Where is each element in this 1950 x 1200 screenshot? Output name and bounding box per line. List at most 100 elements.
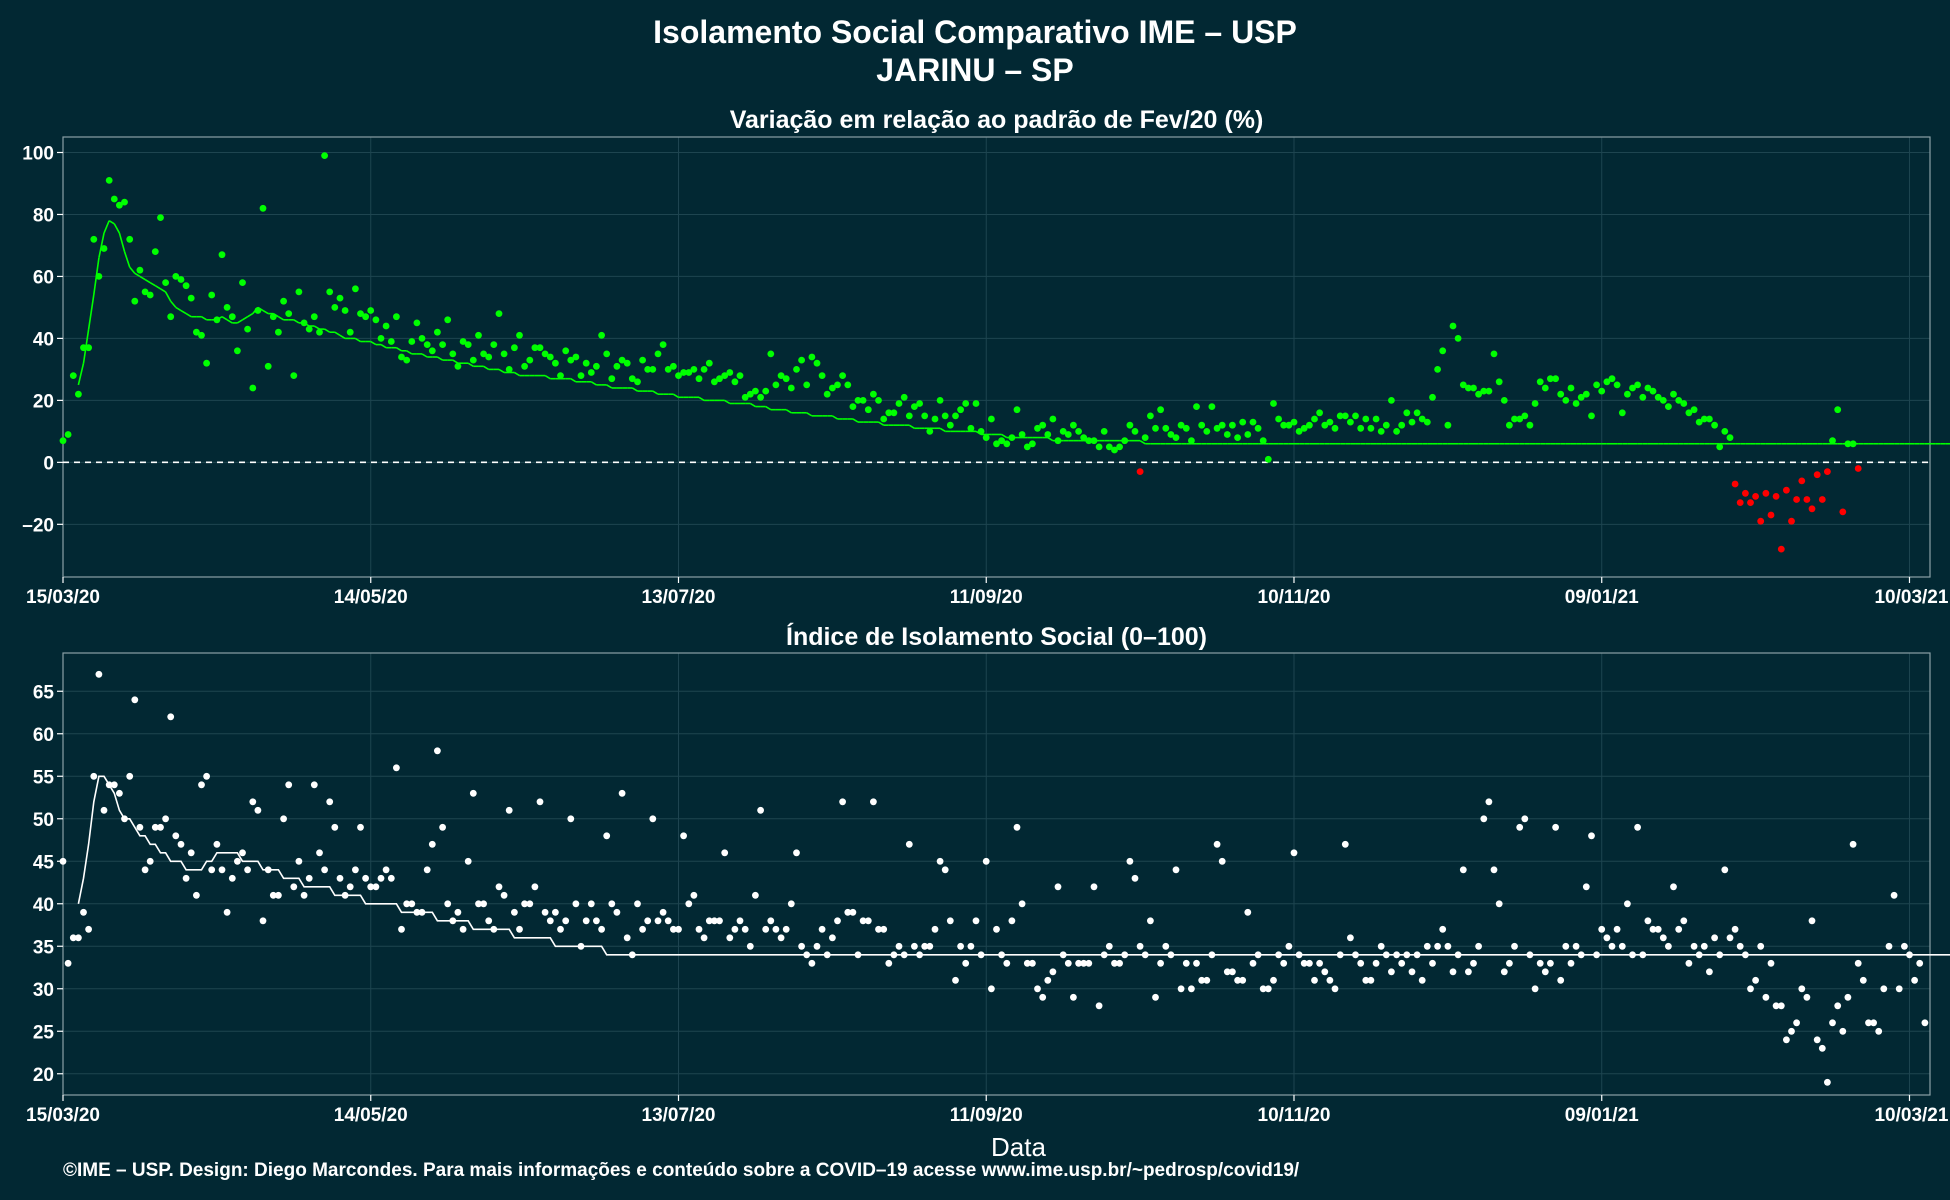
data-point — [167, 313, 175, 321]
data-point — [726, 369, 734, 376]
data-point — [1562, 397, 1570, 404]
data-point — [1270, 400, 1277, 407]
data-point — [1100, 951, 1108, 959]
data-point — [131, 297, 139, 305]
x-tick-label: 10/03/21 — [1874, 1105, 1948, 1126]
data-point — [1582, 883, 1590, 891]
panel-title: Variação em relação ao padrão de Fev/20 … — [730, 106, 1264, 134]
panel-title: Índice de Isolamento Social (0–100) — [786, 622, 1207, 651]
data-point — [1608, 375, 1616, 383]
data-point — [577, 372, 585, 379]
data-point — [1244, 431, 1252, 438]
data-point — [1141, 951, 1149, 959]
y-tick-label: 60 — [33, 267, 54, 288]
y-tick-label: 50 — [33, 810, 54, 831]
data-point — [1008, 917, 1016, 925]
data-point — [1259, 437, 1267, 445]
data-point — [1516, 415, 1524, 423]
data-point — [495, 883, 503, 891]
data-point — [1649, 925, 1657, 933]
moving-average-segment — [452, 359, 459, 364]
data-point — [1624, 900, 1631, 908]
data-point — [203, 359, 211, 367]
data-point — [1018, 431, 1026, 438]
data-point — [1495, 900, 1503, 908]
data-point — [1229, 968, 1236, 976]
data-point — [1608, 942, 1616, 950]
moving-average-segment — [749, 402, 756, 408]
data-point — [1306, 959, 1313, 967]
moving-average-segment — [123, 251, 131, 268]
y-tick-label: 45 — [33, 852, 55, 873]
moving-average-segment — [406, 350, 413, 355]
data-point — [1085, 959, 1093, 967]
data-point — [757, 393, 764, 401]
data-point — [254, 806, 262, 814]
data-point — [1726, 434, 1734, 441]
data-point — [721, 372, 729, 379]
data-point — [500, 891, 508, 899]
data-point — [1423, 418, 1431, 426]
data-point — [1459, 866, 1467, 874]
data-point — [1634, 823, 1641, 831]
data-point — [1506, 421, 1513, 429]
moving-average-segment — [247, 312, 254, 318]
data-point — [818, 372, 826, 379]
data-point — [946, 917, 954, 925]
data-point — [310, 313, 318, 321]
data-point — [700, 366, 708, 373]
data-point — [916, 951, 923, 959]
data-point — [803, 381, 811, 389]
data-point — [285, 310, 293, 317]
data-point — [767, 917, 775, 925]
data-point — [1295, 951, 1303, 959]
data-point — [187, 294, 195, 302]
data-point — [993, 925, 1000, 933]
data-point — [613, 908, 621, 916]
data-point — [326, 288, 334, 296]
moving-average-segment — [262, 309, 269, 315]
data-point — [1336, 412, 1344, 420]
data-point — [1080, 434, 1088, 441]
data-point — [931, 415, 939, 423]
data-point — [239, 279, 246, 286]
data-point — [1116, 443, 1123, 451]
y-tick-label: 25 — [33, 1022, 55, 1043]
data-point — [772, 381, 780, 389]
data-point — [654, 917, 662, 925]
data-point — [628, 951, 636, 959]
data-point — [1665, 942, 1672, 950]
data-point — [1290, 418, 1298, 426]
data-point — [228, 874, 236, 882]
data-point — [982, 857, 990, 865]
moving-average-segment — [698, 396, 705, 402]
data-point — [526, 900, 534, 908]
data-point — [387, 874, 395, 882]
data-point — [1239, 976, 1247, 984]
data-point — [531, 883, 539, 891]
data-point — [1434, 366, 1441, 373]
data-point — [695, 925, 703, 933]
data-point — [1347, 418, 1354, 426]
data-point — [95, 670, 103, 678]
moving-average-segment — [785, 408, 792, 414]
data-point — [1531, 985, 1539, 993]
data-point — [834, 917, 841, 925]
data-point — [331, 823, 339, 831]
data-point — [962, 400, 970, 407]
data-point — [269, 313, 277, 321]
data-point — [1152, 424, 1159, 432]
data-point — [387, 338, 395, 345]
data-point — [1059, 428, 1067, 435]
data-point — [1188, 437, 1195, 445]
data-point — [1747, 985, 1754, 993]
data-point — [926, 428, 934, 435]
data-point — [752, 387, 759, 395]
data-point — [1803, 496, 1811, 503]
data-point — [905, 840, 913, 848]
data-point — [1695, 951, 1703, 959]
data-point — [326, 798, 334, 806]
data-point — [172, 273, 180, 280]
data-point — [1695, 418, 1703, 426]
data-point — [305, 325, 313, 333]
